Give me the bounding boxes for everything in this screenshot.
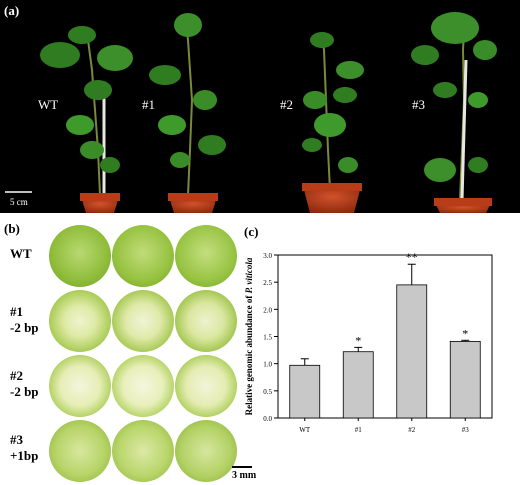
bar-chart: 0.0 0.5 1.0 1.5 2.0 2.5 3.0 WT * #1 ** #2 * #3 Relativ…: [244, 250, 493, 434]
plant-label-3: #3: [412, 97, 425, 112]
row-label-3: #3 +1bp: [10, 432, 39, 463]
bar-3: [449, 340, 481, 419]
x-tick-label: WT: [299, 426, 311, 434]
y-tick-label: 0.5: [263, 388, 272, 396]
y-tick-label: 2.0: [263, 306, 272, 314]
y-tick-label: 3.0: [263, 252, 272, 260]
y-axis-label: Relative genomic abundance of P. viticol…: [244, 257, 254, 415]
bar-2: [396, 284, 428, 419]
x-tick-label: #2: [408, 426, 416, 434]
plant-2: [302, 32, 364, 213]
leaf-disc: [49, 225, 111, 287]
row-label-2: #2 -2 bp: [10, 368, 39, 399]
panel-c-label: (c): [244, 224, 259, 239]
plant-label-2: #2: [280, 97, 293, 112]
plant-3: [411, 12, 497, 213]
leaf-disc: [112, 225, 174, 287]
leaf-disc: [112, 290, 174, 352]
significance-mark: *: [355, 333, 361, 347]
leaf-disc: [49, 355, 111, 417]
panel-a-label: (a): [4, 3, 20, 18]
x-tick-label: #1: [355, 426, 363, 434]
plant-1: [149, 13, 226, 213]
row-label-1: #1 -2 bp: [10, 304, 39, 335]
y-tick-label: 2.5: [263, 279, 272, 287]
row-label-wt: WT: [10, 246, 32, 261]
leaf-disc: [175, 225, 237, 287]
y-tick-label: 1.0: [263, 361, 272, 369]
leaf-disc: [49, 420, 111, 482]
leaf-disc: [112, 355, 174, 417]
scale-bar-b: [232, 466, 252, 468]
plant-label-wt: WT: [38, 97, 59, 112]
y-tick-label: 0.0: [263, 415, 272, 423]
scale-label-b: 3 mm: [232, 470, 257, 481]
scale-label-a: 5 cm: [10, 197, 28, 207]
plant-photo-panel: (a) WT #1 #2 #3 5 cm: [0, 0, 520, 213]
bar-0: [289, 364, 321, 419]
significance-mark: **: [406, 250, 418, 264]
significance-mark: *: [462, 326, 468, 340]
plant-wt: [40, 26, 133, 213]
plant-photo: [5, 12, 497, 213]
y-tick-label: 1.5: [263, 334, 272, 342]
leaf-disc: [112, 420, 174, 482]
plant-label-1: #1: [142, 97, 155, 112]
panel-b-label: (b): [4, 221, 20, 236]
leaf-disc: [49, 290, 111, 352]
leaf-disc: [175, 290, 237, 352]
leaf-disc: [175, 355, 237, 417]
leaf-disc: [175, 420, 237, 482]
bar-1: [342, 351, 374, 419]
x-tick-label: #3: [462, 426, 470, 434]
